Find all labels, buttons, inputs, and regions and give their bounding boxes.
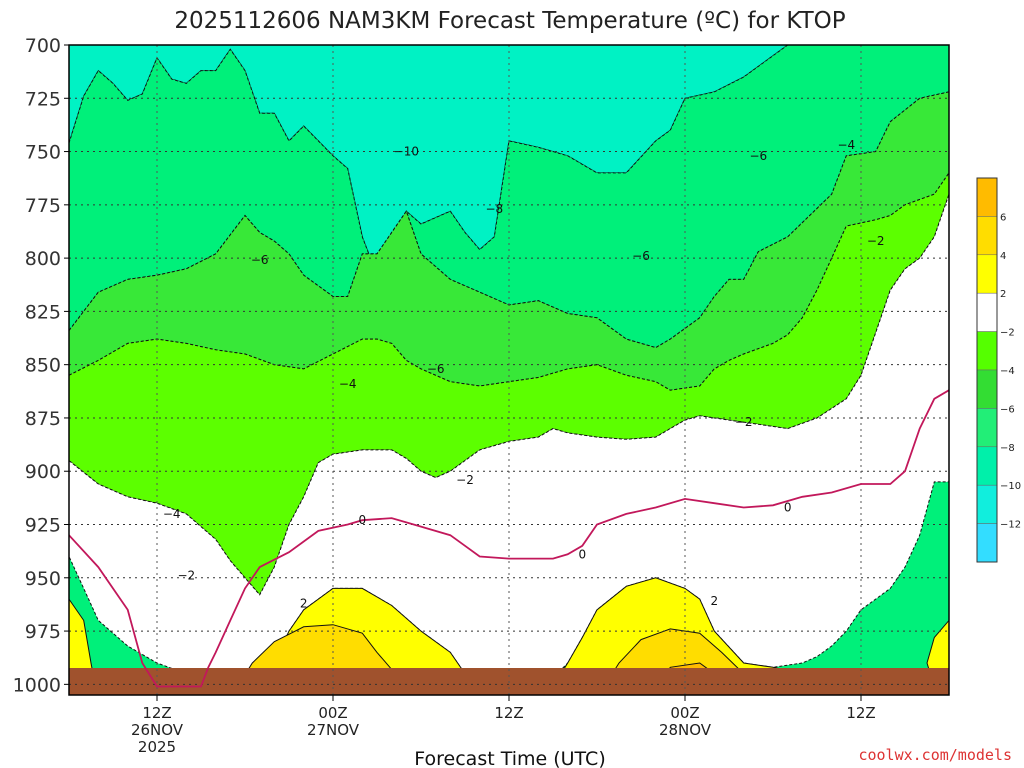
contour-label: −2 [867, 234, 885, 248]
temp-band-minus-2-to-2 [69, 194, 949, 687]
contour-label: 2 [300, 596, 308, 610]
colorbar-swatch [976, 331, 998, 371]
colorbar-tick-label: −10 [1000, 481, 1021, 492]
colorbar-swatch [976, 484, 998, 524]
contour-label: 0 [784, 500, 792, 514]
y-tick-label: 700 [25, 35, 61, 57]
colorbar-tick-label: −6 [1000, 404, 1015, 415]
colorbar-swatch [976, 216, 998, 256]
y-tick-label: 850 [25, 355, 61, 377]
colorbar-swatch [976, 408, 998, 448]
contour-label: −2 [177, 569, 195, 583]
freezing-line-0c [69, 389, 949, 688]
contour-label: 0 [359, 513, 367, 527]
x-tick-label: 2025 [138, 738, 176, 756]
contour-labels: −10 −8 −6 −6 −6 −6 −4 −4 −4 −2 −2 −2 −2 0 0 0 2 2 [163, 138, 885, 610]
colorbar-frame [976, 177, 998, 563]
contour-label: −10 [394, 145, 419, 159]
x-tick-label: 27NOV [307, 721, 360, 739]
y-axis-ticks: 700 725 750 775 800 825 850 875 900 925 950 975 1000 [13, 35, 69, 696]
colorbar-tick-label: 6 [1000, 212, 1006, 223]
credit-link[interactable]: coolwx.com/models [858, 746, 1012, 764]
colorbar: 6 4 2 −2 −4 −6 −8 −10 −12 [976, 177, 1021, 563]
y-tick-label: 725 [25, 88, 61, 110]
contour-label: 0 [579, 547, 587, 561]
colorbar-tick-label: 4 [1000, 251, 1006, 262]
contour-label: −4 [837, 138, 855, 152]
y-tick-label: 950 [25, 568, 61, 590]
y-tick-label: 875 [25, 408, 61, 430]
x-tick-label: 12Z [846, 704, 875, 722]
colorbar-swatch [976, 523, 998, 563]
contour-label: −4 [163, 507, 181, 521]
y-tick-label: 925 [25, 515, 61, 537]
colorbar-tick-label: −4 [1000, 366, 1015, 377]
colorbar-tick-label: −2 [1000, 328, 1015, 339]
x-tick-label: 12Z [142, 704, 171, 722]
y-tick-label: 775 [25, 195, 61, 217]
y-tick-label: 1000 [13, 674, 61, 696]
colorbar-swatch [976, 369, 998, 409]
contour-label: −6 [251, 253, 269, 267]
contour-lines [69, 389, 949, 688]
contour-label: −6 [749, 149, 767, 163]
y-tick-label: 900 [25, 461, 61, 483]
colorbar-tick-label: −8 [1000, 443, 1015, 454]
colorbar-swatch [976, 177, 998, 217]
contour-label: −4 [339, 377, 357, 391]
contour-label: −6 [632, 249, 650, 263]
contour-label: −2 [456, 473, 474, 487]
y-tick-label: 825 [25, 301, 61, 323]
contour-label: 2 [711, 594, 719, 608]
y-tick-label: 800 [25, 248, 61, 270]
chart-title: 2025112606 NAM3KM Forecast Temperature (… [174, 8, 845, 34]
contour-label: −6 [427, 362, 445, 376]
y-tick-label: 975 [25, 621, 61, 643]
colorbar-swatch [976, 254, 998, 294]
x-tick-label: 00Z [670, 704, 699, 722]
contour-label: −2 [735, 415, 753, 429]
x-tick-label: 12Z [494, 704, 523, 722]
colorbar-tick-label: 2 [1000, 289, 1006, 300]
colorbar-tick-label: −12 [1000, 520, 1021, 531]
colorbar-swatch [976, 292, 998, 332]
contour-label: −8 [485, 202, 503, 216]
colorbar-swatch [976, 446, 998, 486]
x-tick-label: 28NOV [659, 721, 712, 739]
temp-band-minus-4-to-minus-2 [69, 172, 949, 596]
x-axis-label: Forecast Time (UTC) [414, 748, 605, 768]
x-tick-label: 26NOV [131, 721, 184, 739]
x-tick-label: 00Z [318, 704, 347, 722]
y-tick-label: 750 [25, 142, 61, 164]
